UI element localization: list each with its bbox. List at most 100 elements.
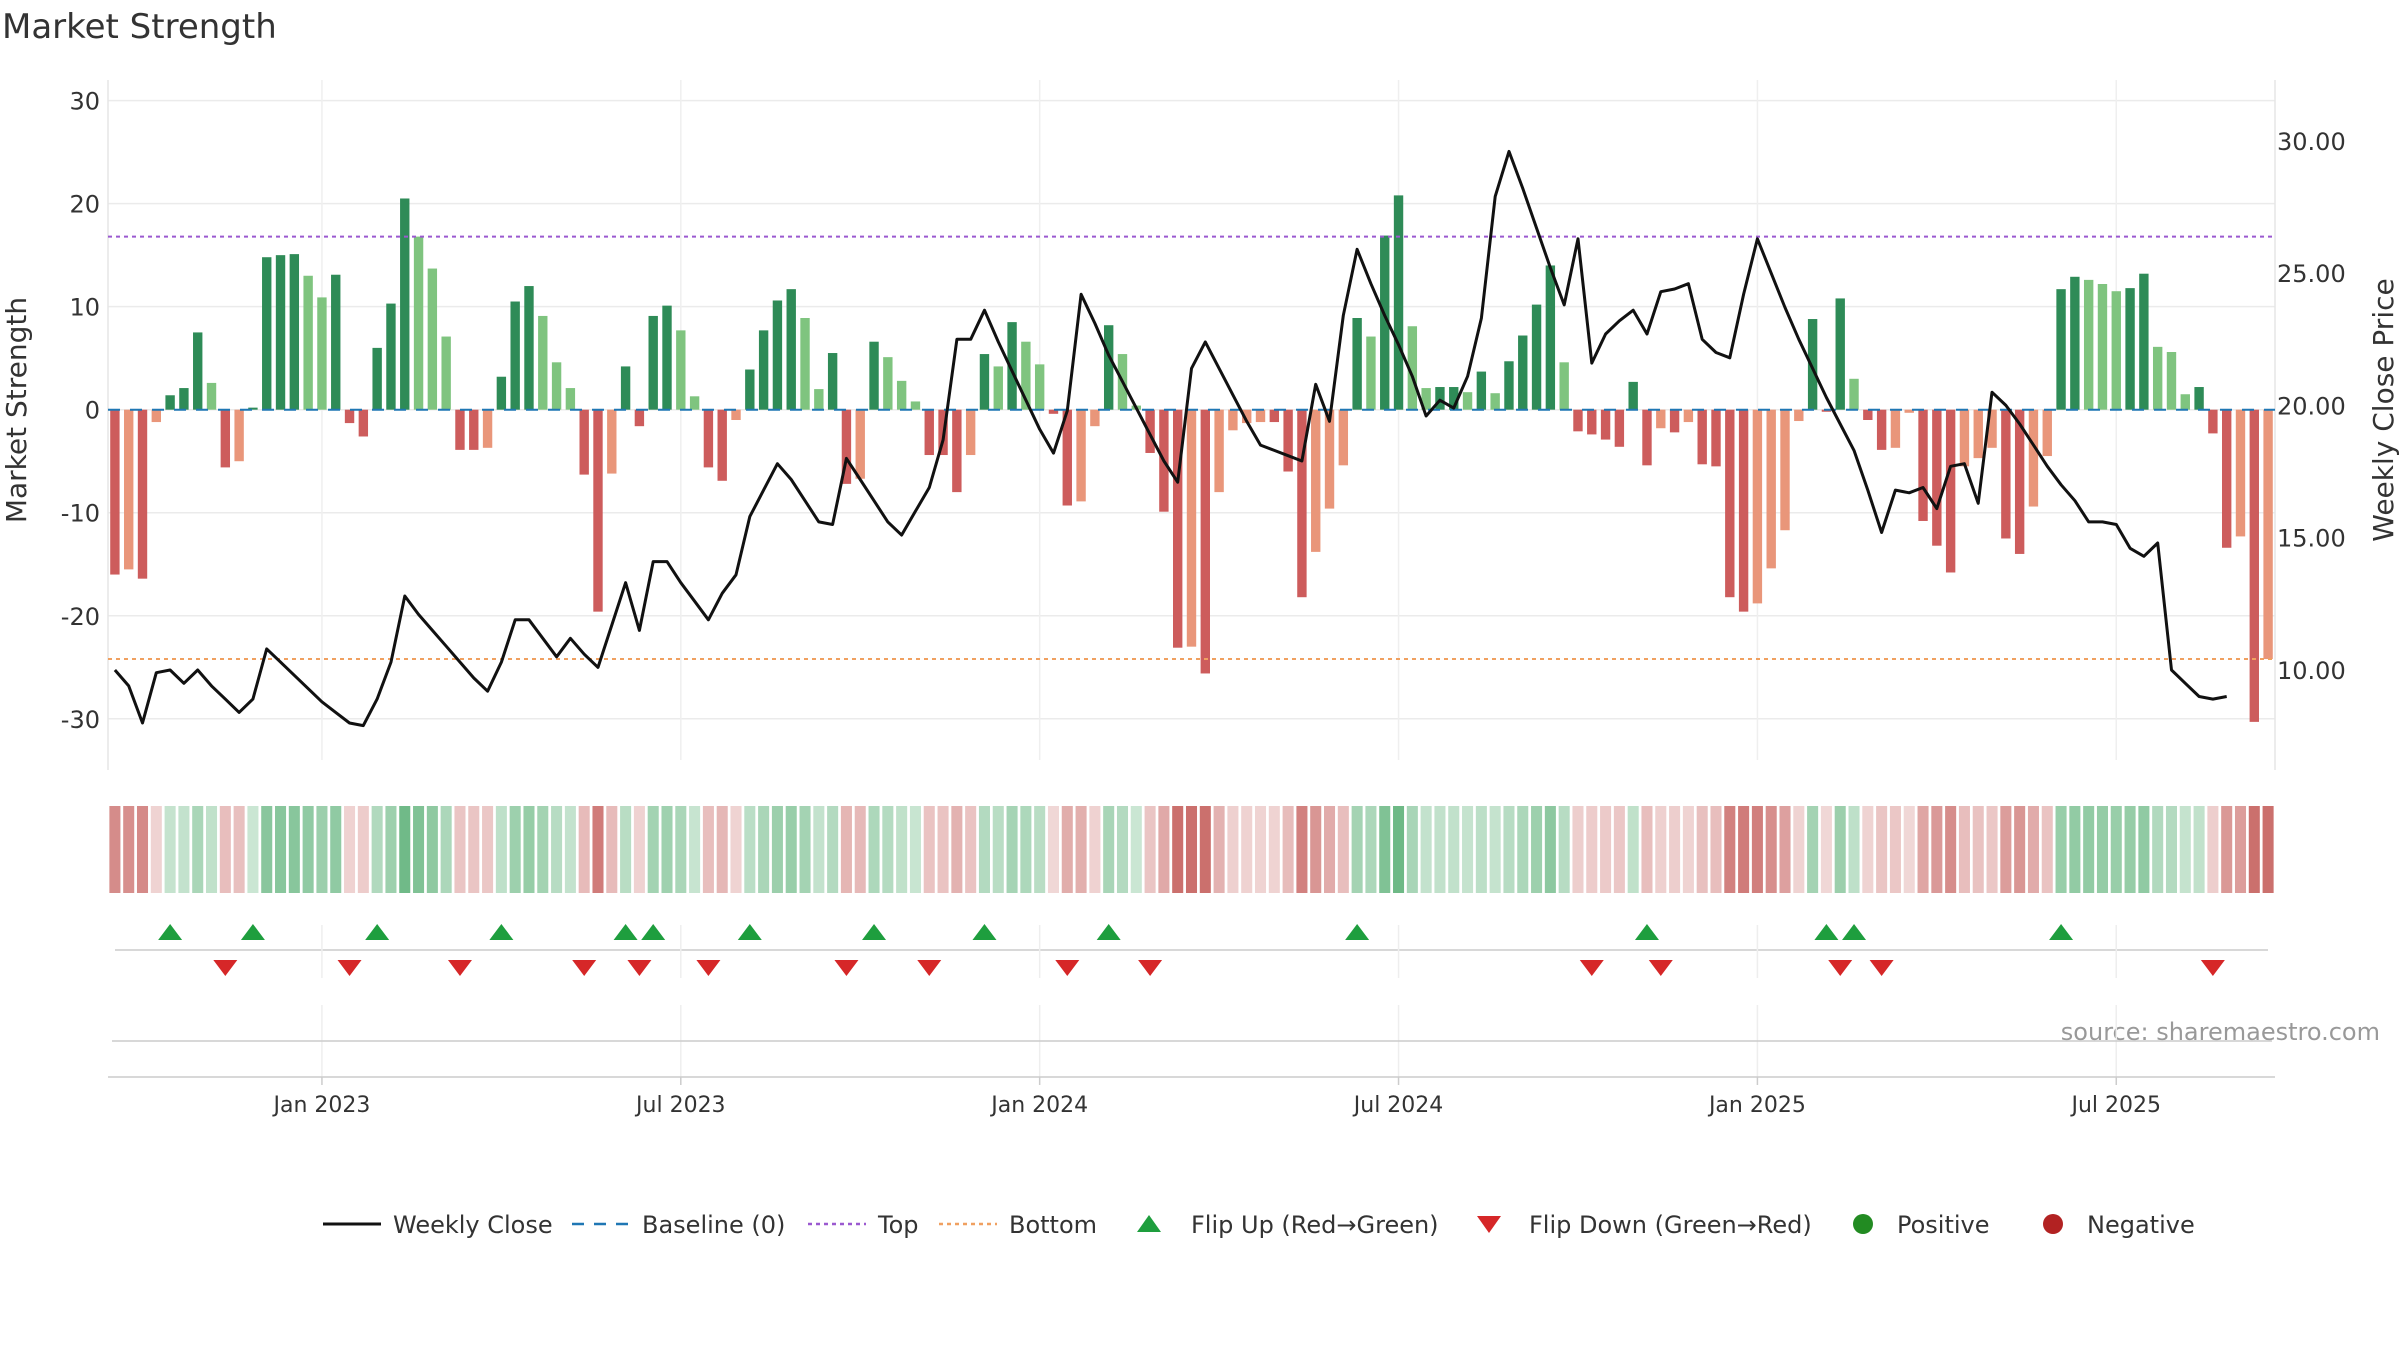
strength-bar [1932, 409, 1942, 546]
strength-bar [1034, 364, 1045, 410]
regime-cell [758, 806, 770, 893]
strength-bar [1738, 409, 1749, 612]
strength-bar [2001, 409, 2011, 539]
strength-bar [1076, 409, 1086, 502]
regime-cell [1517, 806, 1529, 893]
regime-cell [620, 806, 632, 893]
strength-bar [1283, 409, 1293, 472]
regime-cell [840, 806, 852, 893]
flip-up-marker [240, 924, 265, 940]
strength-bar [538, 315, 548, 410]
strength-bar [427, 268, 438, 410]
regime-cell [1158, 806, 1170, 893]
strength-bar [910, 401, 921, 410]
strength-bar [1794, 409, 1804, 422]
strength-bar [717, 409, 727, 481]
strength-bar [827, 353, 838, 410]
regime-cell [1199, 806, 1211, 893]
y-right-tick-label: 15.00 [2277, 525, 2346, 553]
regime-cell [1834, 806, 1846, 893]
regime-cell [1282, 806, 1294, 893]
regime-strip [109, 806, 2274, 893]
regime-cell [1406, 806, 1418, 893]
strength-bar [607, 409, 617, 474]
strength-bar [2139, 273, 2149, 410]
strength-bar [1725, 409, 1735, 598]
strength-bar [331, 274, 341, 410]
regime-cell [813, 806, 825, 893]
strength-bar [496, 376, 507, 410]
regime-cell [992, 806, 1004, 893]
legend-swatch-circle [1853, 1214, 1873, 1234]
flip-up-marker [1814, 924, 1839, 940]
regime-cell [564, 806, 576, 893]
regime-cell [1310, 806, 1322, 893]
regime-cell [2014, 806, 2026, 893]
regime-cell [1724, 806, 1736, 893]
strength-bar [1421, 388, 1431, 410]
x-tick-label: Jan 2023 [271, 1093, 370, 1118]
regime-cell [1006, 806, 1018, 893]
strength-bar [1904, 409, 1914, 413]
flip-up-marker [1842, 924, 1867, 940]
regime-cell [1751, 806, 1763, 893]
strength-bar [1462, 392, 1473, 410]
regime-cell [785, 806, 797, 893]
strength-bar [248, 407, 258, 410]
regime-cell [1061, 806, 1073, 893]
strength-bar [593, 409, 603, 612]
flip-down-marker [213, 960, 238, 976]
regime-cell [2083, 806, 2095, 893]
strength-bar [1531, 304, 1542, 410]
strength-bar [2111, 291, 2121, 410]
price-series [113, 149, 2227, 728]
regime-cell [1600, 806, 1612, 893]
strength-bar [1338, 409, 1349, 466]
strength-bar [303, 275, 313, 410]
strength-bar [1476, 371, 1487, 410]
strength-bar [1766, 409, 1776, 569]
regime-cell [2221, 806, 2233, 893]
regime-cell [482, 806, 494, 893]
regime-cell [1475, 806, 1487, 893]
regime-cell [192, 806, 204, 893]
x-tick-label: Jul 2023 [634, 1093, 726, 1118]
regime-cell [1365, 806, 1377, 893]
regime-cell [302, 806, 314, 893]
strength-bar [110, 409, 120, 575]
flip-down-marker [1869, 960, 1894, 976]
flip-down-marker [834, 960, 859, 976]
regime-cell [1958, 806, 1970, 893]
regime-cell [1738, 806, 1750, 893]
regime-cell [1848, 806, 1860, 893]
strength-bar [151, 409, 162, 423]
strength-bar [1697, 409, 1707, 465]
strength-bar [2194, 387, 2204, 410]
flip-up-marker [158, 924, 183, 940]
reference-lines [108, 235, 2275, 661]
regime-cell [937, 806, 949, 893]
strength-bar [1918, 409, 1928, 521]
source-credit: source: sharemaestro.com [2061, 1018, 2380, 1046]
strength-bar [1186, 409, 1197, 647]
strength-bar [1945, 409, 1956, 573]
y-right-ticks: 30.00 25.00 20.00 15.00 10.00 [2277, 128, 2346, 685]
strength-bar [2180, 394, 2190, 410]
regime-cell [1917, 806, 1929, 893]
regime-cell [1586, 806, 1598, 893]
regime-cell [1972, 806, 1984, 893]
regime-cell [2248, 806, 2260, 893]
regime-cell [1254, 806, 1267, 893]
strength-bar [2042, 409, 2052, 457]
regime-cell [275, 806, 287, 893]
regime-cell [1185, 806, 1198, 893]
strength-bar [1366, 336, 1376, 410]
regime-cell [205, 806, 218, 893]
regime-cell [1503, 806, 1515, 893]
regime-cell [288, 806, 300, 893]
strength-bar [869, 341, 879, 410]
strength-bar [1021, 341, 1031, 410]
regime-cell [1434, 806, 1446, 893]
y-left-tick-label: -30 [61, 706, 100, 734]
strength-bar [814, 389, 824, 410]
